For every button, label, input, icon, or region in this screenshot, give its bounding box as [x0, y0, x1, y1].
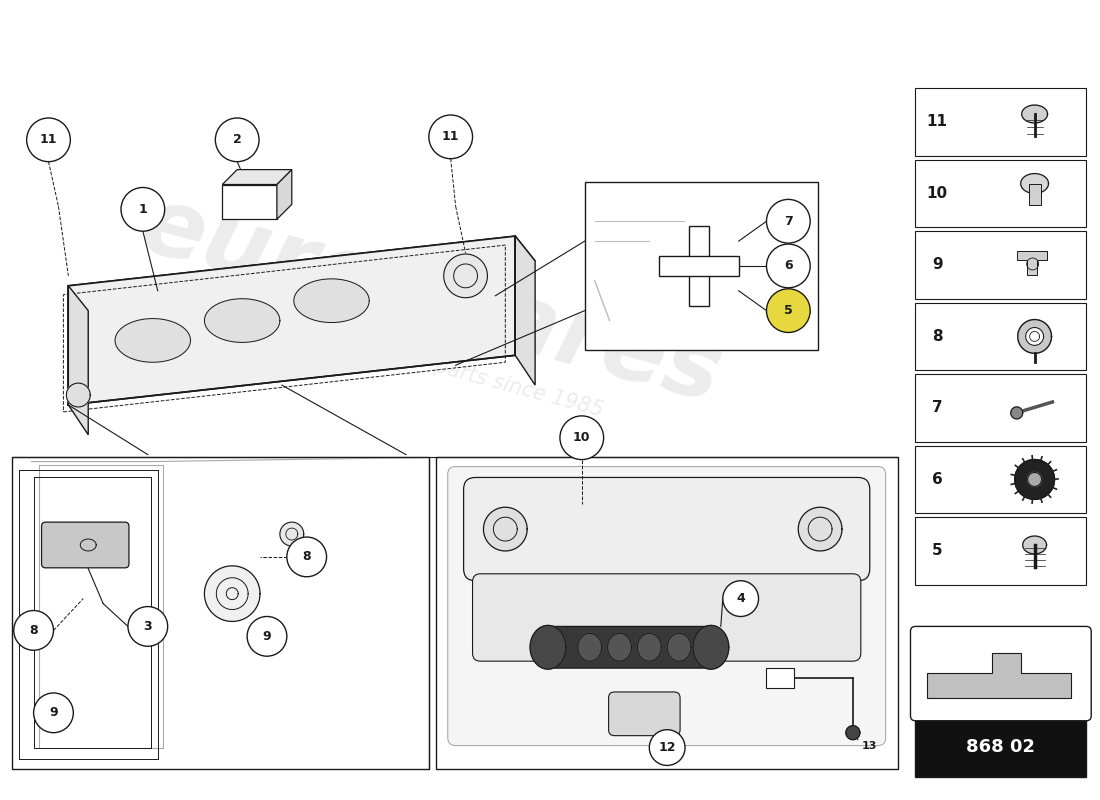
Bar: [915, 517, 1087, 585]
Polygon shape: [515, 236, 535, 385]
Text: 9: 9: [263, 630, 272, 643]
Bar: [915, 88, 1087, 156]
Circle shape: [248, 617, 287, 656]
Polygon shape: [1018, 319, 1052, 354]
Text: 6: 6: [932, 472, 943, 487]
Text: 5: 5: [932, 543, 943, 558]
Text: 8: 8: [302, 550, 311, 563]
Bar: [436, 457, 898, 770]
Polygon shape: [66, 383, 90, 407]
Circle shape: [26, 118, 70, 162]
Bar: [915, 374, 1087, 442]
FancyBboxPatch shape: [448, 466, 886, 746]
Circle shape: [121, 187, 165, 231]
Text: 2: 2: [233, 134, 242, 146]
Text: eurospares: eurospares: [131, 179, 732, 422]
Bar: [1028, 183, 1041, 206]
Polygon shape: [484, 507, 527, 551]
Polygon shape: [1027, 473, 1042, 486]
Text: 10: 10: [926, 186, 948, 201]
Text: 868 02: 868 02: [966, 738, 1035, 755]
Bar: [915, 302, 1087, 370]
Polygon shape: [294, 279, 370, 322]
Circle shape: [723, 581, 759, 617]
Polygon shape: [693, 626, 728, 669]
Circle shape: [649, 730, 685, 766]
FancyBboxPatch shape: [911, 626, 1091, 721]
Polygon shape: [68, 286, 88, 434]
Polygon shape: [927, 654, 1071, 698]
Polygon shape: [846, 726, 860, 740]
Polygon shape: [1021, 174, 1048, 194]
Circle shape: [429, 115, 473, 158]
Polygon shape: [637, 634, 661, 661]
Text: 8: 8: [932, 329, 943, 344]
Bar: [915, 231, 1087, 298]
Text: 12: 12: [659, 741, 675, 754]
Polygon shape: [68, 236, 515, 405]
Bar: [585, 182, 818, 350]
Bar: [689, 226, 708, 306]
Polygon shape: [1025, 327, 1044, 346]
Circle shape: [34, 693, 74, 733]
Text: 7: 7: [784, 214, 793, 228]
Polygon shape: [607, 634, 631, 661]
Text: 7: 7: [932, 401, 943, 415]
Text: 10: 10: [573, 431, 591, 444]
Circle shape: [767, 289, 811, 333]
Text: 5: 5: [784, 304, 793, 317]
Text: 1: 1: [139, 203, 147, 216]
Text: 4: 4: [736, 592, 745, 605]
Polygon shape: [222, 185, 277, 219]
Polygon shape: [1023, 536, 1046, 554]
Polygon shape: [205, 566, 260, 622]
Polygon shape: [443, 254, 487, 298]
Polygon shape: [1022, 105, 1047, 123]
FancyBboxPatch shape: [463, 478, 870, 581]
Bar: [767, 668, 794, 688]
Circle shape: [560, 416, 604, 459]
Bar: [659, 256, 739, 276]
Circle shape: [128, 606, 167, 646]
Polygon shape: [222, 170, 292, 185]
Polygon shape: [1016, 251, 1046, 275]
Circle shape: [216, 118, 258, 162]
Polygon shape: [116, 318, 190, 362]
Text: 6: 6: [784, 259, 793, 273]
Bar: [915, 446, 1087, 514]
Polygon shape: [578, 634, 602, 661]
Text: 11: 11: [40, 134, 57, 146]
Polygon shape: [540, 626, 718, 668]
Text: 13: 13: [862, 741, 878, 750]
Circle shape: [767, 244, 811, 288]
Polygon shape: [530, 626, 565, 669]
Bar: [12, 457, 429, 770]
Text: 8: 8: [30, 624, 37, 637]
Polygon shape: [279, 522, 304, 546]
Circle shape: [14, 610, 54, 650]
FancyBboxPatch shape: [42, 522, 129, 568]
FancyBboxPatch shape: [473, 574, 861, 661]
Bar: [915, 716, 1087, 778]
Polygon shape: [1011, 407, 1023, 419]
Circle shape: [767, 199, 811, 243]
Text: 11: 11: [927, 114, 948, 130]
Polygon shape: [205, 298, 279, 342]
Polygon shape: [668, 634, 691, 661]
Polygon shape: [277, 170, 292, 219]
Text: 9: 9: [932, 258, 943, 273]
FancyBboxPatch shape: [608, 692, 680, 736]
Text: 9: 9: [50, 706, 58, 719]
Circle shape: [287, 537, 327, 577]
Text: a passion for parts since 1985: a passion for parts since 1985: [296, 320, 605, 421]
Bar: [915, 160, 1087, 227]
Polygon shape: [68, 236, 535, 310]
Text: 3: 3: [143, 620, 152, 633]
Polygon shape: [1015, 459, 1055, 499]
Polygon shape: [799, 507, 842, 551]
Text: 11: 11: [442, 130, 460, 143]
